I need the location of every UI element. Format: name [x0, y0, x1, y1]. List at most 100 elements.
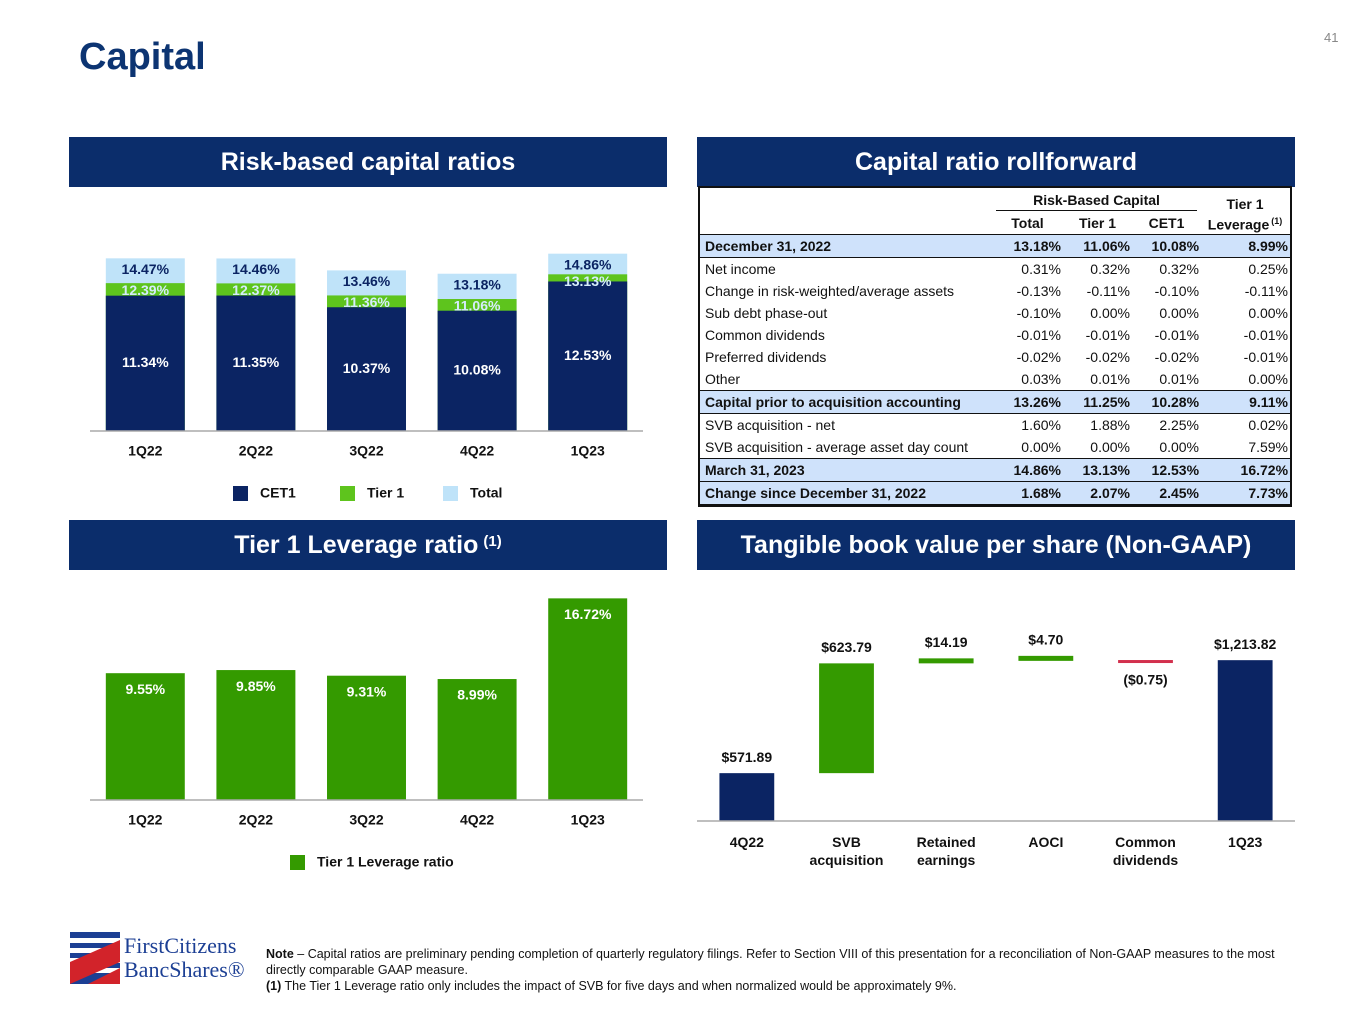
- x-tick-label: AOCI: [1028, 834, 1064, 850]
- waterfall-bar: [918, 658, 974, 664]
- row-label: Common dividends: [705, 327, 825, 343]
- legend-swatch: [340, 486, 355, 501]
- header-cell: CET1: [1148, 215, 1185, 231]
- cell: 13.26%: [992, 390, 1063, 414]
- cell: 13.18%: [992, 234, 1063, 258]
- cell: 9.11%: [1201, 390, 1291, 414]
- table-row: Other 0.03% 0.01% 0.01% 0.00%: [700, 368, 1291, 391]
- page-number: 41: [1324, 30, 1339, 45]
- cell: 0.32%: [1090, 261, 1130, 277]
- value-label: 10.37%: [343, 360, 391, 376]
- note-text: The Tier 1 Leverage ratio only includes …: [284, 979, 957, 993]
- cell: 11.25%: [1063, 390, 1132, 414]
- cell: -0.01%: [1016, 327, 1061, 343]
- value-label: 11.34%: [122, 354, 169, 370]
- cell: -0.11%: [1244, 283, 1289, 299]
- value-label: 11.06%: [454, 298, 501, 314]
- footnote-marker: (1): [483, 532, 502, 550]
- table-row: Capital prior to acquisition accounting 1…: [700, 390, 1291, 414]
- legend-label: Tier 1 Leverage ratio: [317, 854, 454, 870]
- x-tick-label: 1Q23: [1228, 834, 1263, 850]
- value-label: ($0.75): [1123, 672, 1167, 688]
- bar: [216, 295, 296, 431]
- cell: 0.02%: [1248, 417, 1289, 433]
- header-text: Tier 1 Leverage (1): [1204, 196, 1286, 234]
- table-row: December 31, 2022 13.18% 11.06% 10.08% 8.99%: [700, 234, 1291, 258]
- cell: 0.00%: [1248, 371, 1289, 387]
- cell: -0.02%: [1085, 349, 1130, 365]
- rollforward-table: Risk-Based Capital Tier 1 Leverage (1) Tota…: [698, 186, 1292, 507]
- section-header: Tier 1 Leverage ratio (1): [69, 520, 667, 570]
- x-tick-label: 1Q22: [128, 812, 162, 828]
- header-row: Total Tier 1 CET1: [700, 212, 1290, 235]
- legend-swatch: [443, 486, 458, 501]
- cell: 0.00%: [1248, 305, 1289, 321]
- logo-line: FirstCitizens: [124, 933, 237, 958]
- value-label: 9.85%: [236, 678, 276, 694]
- header-cell: [700, 212, 992, 235]
- x-tick-label: 1Q23: [571, 812, 605, 828]
- header-cell: Total: [1011, 215, 1044, 231]
- cell: 1.68%: [992, 481, 1063, 505]
- cell: 13.13%: [1063, 458, 1132, 482]
- row-label: December 31, 2022: [700, 234, 992, 258]
- cell: 0.00%: [1090, 439, 1130, 455]
- value-label: $1,213.82: [1214, 636, 1276, 652]
- section-title: Tangible book value per share (Non-GAAP): [740, 530, 1252, 559]
- legend-label: Total: [470, 485, 502, 501]
- x-tick-label: 1Q22: [128, 443, 162, 459]
- cell: 16.72%: [1201, 458, 1291, 482]
- cell: 2.25%: [1159, 417, 1200, 433]
- row-label: Sub debt phase-out: [705, 305, 828, 321]
- cell: -0.13%: [1016, 283, 1061, 299]
- row-label: Capital prior to acquisition accounting: [700, 390, 992, 414]
- cell: 12.53%: [1132, 458, 1202, 482]
- table-row: Change in risk-weighted/average assets -0…: [700, 280, 1290, 302]
- table-row: March 31, 2023 14.86% 13.13% 12.53% 16.72%: [700, 458, 1291, 482]
- waterfall-bar: [1217, 660, 1273, 821]
- row-label: Other: [705, 371, 741, 387]
- x-tick-label: 4Q22: [460, 812, 494, 828]
- header-text: Tier 1 Leverage: [1207, 196, 1270, 233]
- note: (1) The Tier 1 Leverage ratio only inclu…: [266, 978, 1316, 994]
- x-tick-label: Retained earnings: [916, 834, 976, 868]
- cell: 14.86%: [992, 458, 1063, 482]
- slide-title: Capital: [79, 36, 206, 78]
- bar: [548, 598, 628, 800]
- row-label: SVB acquisition - average asset day coun…: [705, 439, 969, 455]
- cell: 2.45%: [1132, 481, 1202, 505]
- x-tick-label: 4Q22: [729, 834, 764, 850]
- x-tick-label: 3Q22: [349, 443, 383, 459]
- x-tick-label: 2Q22: [239, 443, 273, 459]
- cell: 0.00%: [1090, 305, 1130, 321]
- bar: [437, 310, 517, 431]
- row-label: Change since December 31, 2022: [700, 481, 992, 505]
- notes: Note – Capital ratios are preliminary pe…: [266, 946, 1316, 994]
- bar: [105, 295, 185, 431]
- note: Note – Capital ratios are preliminary pe…: [266, 946, 1316, 978]
- cell: 0.31%: [1021, 261, 1061, 277]
- legend-swatch: [233, 486, 248, 501]
- cell: -0.01%: [1154, 327, 1200, 343]
- cell: 0.01%: [1090, 371, 1130, 387]
- value-label: 12.37%: [232, 282, 280, 298]
- cell: 1.88%: [1090, 417, 1130, 433]
- table-row: Common dividends -0.01% -0.01% -0.01% -0.01%: [700, 324, 1290, 346]
- cell: -0.02%: [1154, 349, 1200, 365]
- x-tick-label: Common dividends: [1112, 834, 1179, 868]
- cell: 0.25%: [1248, 261, 1289, 277]
- table: Risk-Based Capital Tier 1 Leverage (1) Tota…: [700, 188, 1291, 505]
- row-label: March 31, 2023: [700, 458, 992, 482]
- x-tick-label: 4Q22: [460, 443, 494, 459]
- section-header: Tangible book value per share (Non-GAAP): [697, 520, 1295, 570]
- x-tick-label: 3Q22: [349, 812, 383, 828]
- row-label: Preferred dividends: [705, 349, 827, 365]
- table-row: SVB acquisition - average asset day coun…: [700, 436, 1290, 459]
- cell: -0.11%: [1086, 283, 1130, 299]
- waterfall-bar: [819, 663, 874, 774]
- value-label: $4.70: [1028, 632, 1063, 648]
- header-cell: Tier 1: [1078, 215, 1117, 231]
- footnote-marker: (1): [1271, 216, 1283, 227]
- value-label: 16.72%: [564, 606, 612, 622]
